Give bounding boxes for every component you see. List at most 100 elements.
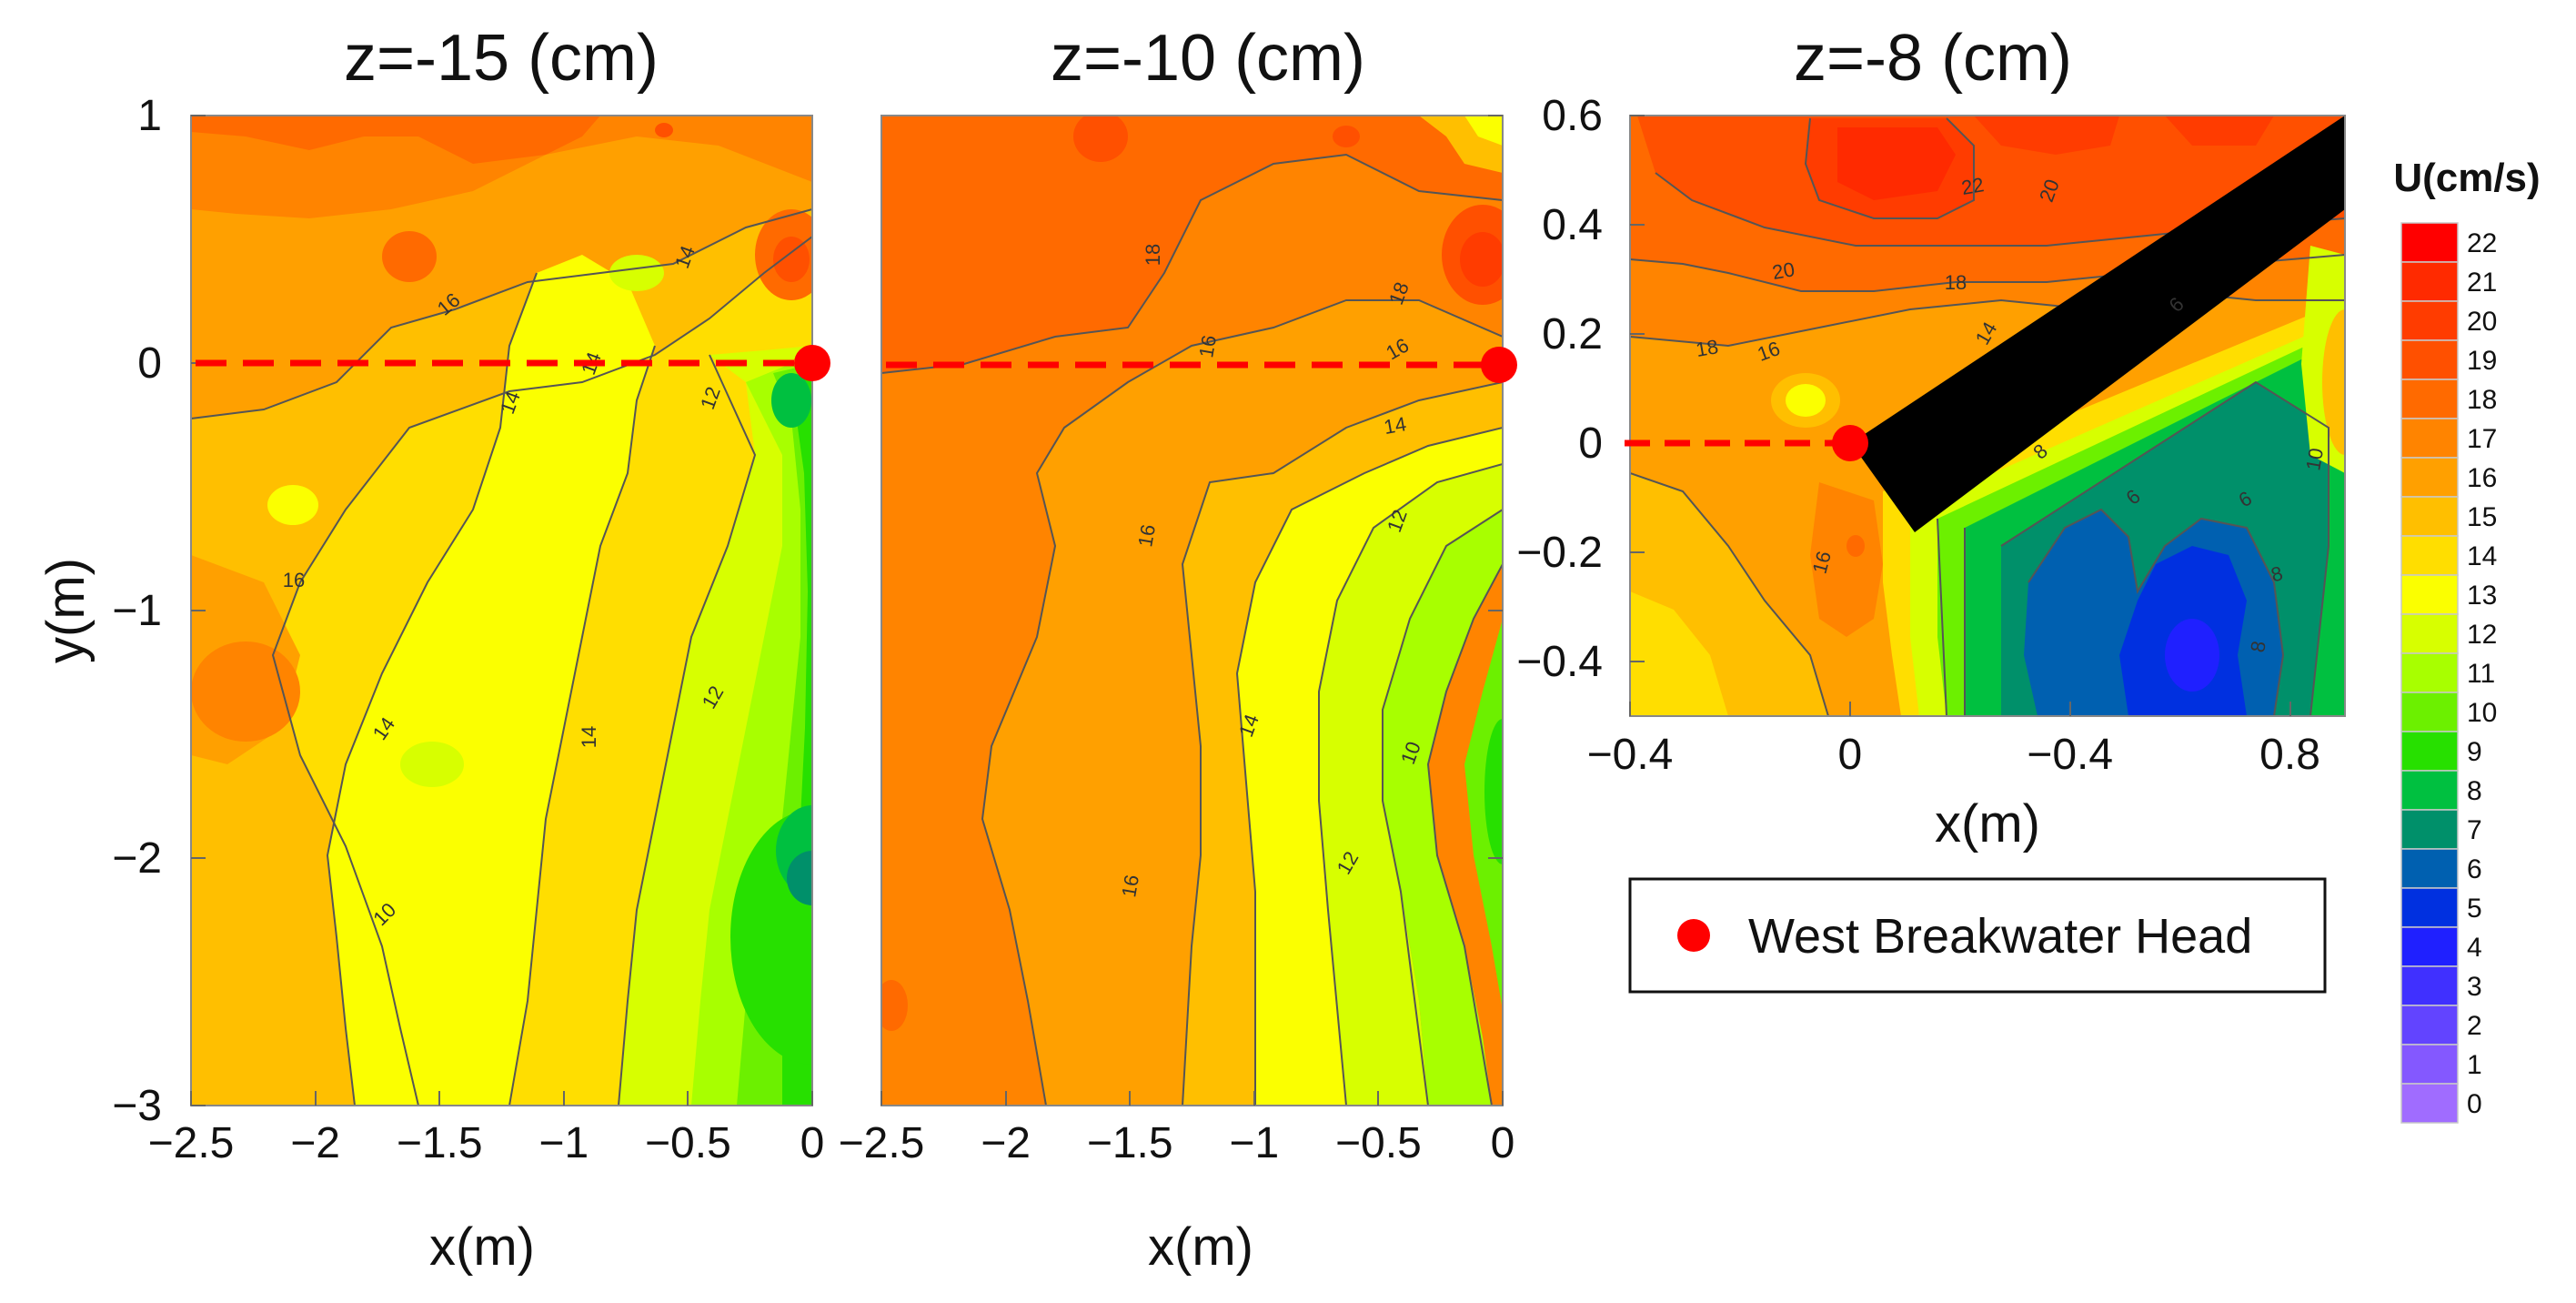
panel-2-field (881, 116, 1503, 1106)
panel-2-x-tick-label: −1.5 (1087, 1119, 1173, 1167)
colorbar: U(cm/s) 22212019181716151413121110987654… (2393, 156, 2541, 1124)
panel-1-contour-label: 14 (578, 726, 600, 748)
panel-3-contour-label: 22 (1959, 173, 1985, 199)
colorbar-tick-label: 12 (2467, 620, 2497, 650)
panel-2-x-tick-label: −0.5 (1335, 1119, 1422, 1167)
colorbar-cell (2400, 887, 2459, 928)
colorbar-tick-label: 13 (2467, 581, 2497, 611)
colorbar-cell (2400, 809, 2459, 850)
breakwater (1851, 116, 2345, 532)
panel-3-x-tick-label: 0 (1837, 731, 1862, 779)
colorbar-tick-label: 5 (2467, 894, 2482, 924)
panel-1-x-tick-label: −0.5 (645, 1119, 731, 1167)
colorbar-tick-label: 22 (2467, 228, 2497, 258)
colorbar-cell (2400, 692, 2459, 732)
colorbar-cell (2400, 574, 2459, 615)
colorbar-cell (2400, 339, 2459, 380)
colorbar-tick-label: 3 (2467, 972, 2482, 1002)
panel-3-contour-label: 8 (2246, 639, 2270, 653)
panel-1-y-tick-label: 1 (137, 92, 162, 140)
colorbar-tick-label: 17 (2467, 424, 2497, 454)
panel-3-contour-label: 18 (1945, 271, 1967, 294)
panel-3-contour-label: 20 (1770, 258, 1796, 284)
colorbar-tick-label: 2 (2467, 1011, 2482, 1041)
panel-1-y-tick-label: −1 (112, 587, 162, 635)
colorbar-cell (2400, 535, 2459, 576)
colorbar-cell (2400, 496, 2459, 537)
legend-box (1628, 877, 2327, 994)
colorbar-cell (2400, 1005, 2459, 1045)
colorbar-cell (2400, 965, 2459, 1006)
colorbar-cell (2400, 418, 2459, 459)
colorbar-tick-label: 1 (2467, 1050, 2482, 1080)
panel-2-x-tick-label: −2 (981, 1119, 1031, 1167)
colorbar-cell (2400, 926, 2459, 967)
panel-1-x-tick-label: −1 (538, 1119, 589, 1167)
colorbar-cell (2400, 222, 2459, 263)
colorbar-title: U(cm/s) (2393, 156, 2540, 200)
panel-3-y-tick-label: 0.6 (1542, 92, 1603, 140)
panel-3-contour-label: 10 (2301, 446, 2328, 471)
panel-2-x-tick-label: −2.5 (839, 1119, 925, 1167)
colorbar-cell (2400, 731, 2459, 772)
legend: West Breakwater Head (1628, 877, 2327, 994)
colorbar-tick-label: 15 (2467, 502, 2497, 532)
panel-3-y-tick-label: 0 (1578, 419, 1603, 468)
legend-marker (1677, 919, 1710, 952)
colorbar-cell (2400, 848, 2459, 889)
panel-2-contour-label: 16 (1117, 873, 1143, 898)
colorbar-tick-label: 7 (2467, 815, 2482, 845)
panel-3-xlabel: x(m) (1935, 794, 2040, 854)
colorbar-cell (2400, 1044, 2459, 1085)
panel-1-y-tick-label: −3 (112, 1082, 162, 1130)
colorbar-tick-label: 10 (2467, 698, 2497, 728)
colorbar-tick-label: 4 (2467, 933, 2482, 963)
legend-label: West Breakwater Head (1748, 909, 2252, 964)
colorbar-cell (2400, 300, 2459, 341)
panel-2-contour-label: 18 (1142, 244, 1164, 266)
panel-1-x-tick-label: 0 (800, 1119, 825, 1167)
panel-1-x-tick-label: −1.5 (397, 1119, 483, 1167)
panel-3-breakwater-head-marker (1832, 425, 1868, 461)
panel-3-x-tick-label: −0.4 (1587, 731, 1674, 779)
panel-1-x-tick-label: −2 (290, 1119, 340, 1167)
colorbar-tick-label: 18 (2467, 385, 2497, 415)
panel-3-x-tick-label: −0.4 (2027, 731, 2113, 779)
panel-3-title: z=-8 (cm) (1794, 22, 2072, 95)
panel-2-contour-label: 16 (1133, 522, 1160, 548)
panel-2-xlabel: x(m) (1148, 1217, 1253, 1277)
colorbar-tick-label: 19 (2467, 346, 2497, 376)
panel-1-field (191, 116, 812, 1106)
colorbar-cell (2400, 652, 2459, 693)
panel-1-y-tick-label: 0 (137, 339, 162, 388)
panel-1-title: z=-15 (cm) (344, 22, 659, 95)
colorbar-cell (2400, 770, 2459, 811)
panel-3-field (1630, 116, 2345, 716)
colorbar-cell (2400, 261, 2459, 302)
colorbar-cell (2400, 379, 2459, 419)
panel-3-x-tick-label: 0.8 (2259, 731, 2320, 779)
panel-3-y-tick-label: 0.2 (1542, 310, 1603, 359)
panel-1-xlabel: x(m) (429, 1217, 535, 1277)
panel-3-y-tick-label: −0.2 (1516, 529, 1603, 577)
colorbar-tick-label: 14 (2467, 541, 2497, 571)
panel-2-x-tick-label: −1 (1229, 1119, 1279, 1167)
panel-3-y-tick-label: 0.4 (1542, 201, 1603, 249)
colorbar-tick-label: 16 (2467, 463, 2497, 493)
panel-2-breakwater-head-marker (1481, 347, 1517, 383)
colorbar-tick-label: 0 (2467, 1089, 2482, 1119)
panel-2-contour-label: 16 (1194, 333, 1221, 359)
panel-1-y-tick-label: −2 (112, 834, 162, 883)
colorbar-cell (2400, 1083, 2459, 1124)
panel-1-breakwater-head-marker (794, 345, 830, 381)
panel-1-ylabel: y(m) (36, 558, 96, 663)
colorbar-tick-label: 6 (2467, 854, 2482, 884)
panel-2: z=-10 (cm) (839, 22, 1515, 1277)
colorbar-cell (2400, 457, 2459, 498)
panel-2-contour-label: 14 (1382, 412, 1407, 439)
panel-3: z=-8 (cm) (1516, 22, 2346, 854)
panel-3-contour-label: 18 (1694, 335, 1719, 361)
colorbar-tick-label: 21 (2467, 268, 2497, 298)
panel-2-x-tick-label: 0 (1491, 1119, 1515, 1167)
